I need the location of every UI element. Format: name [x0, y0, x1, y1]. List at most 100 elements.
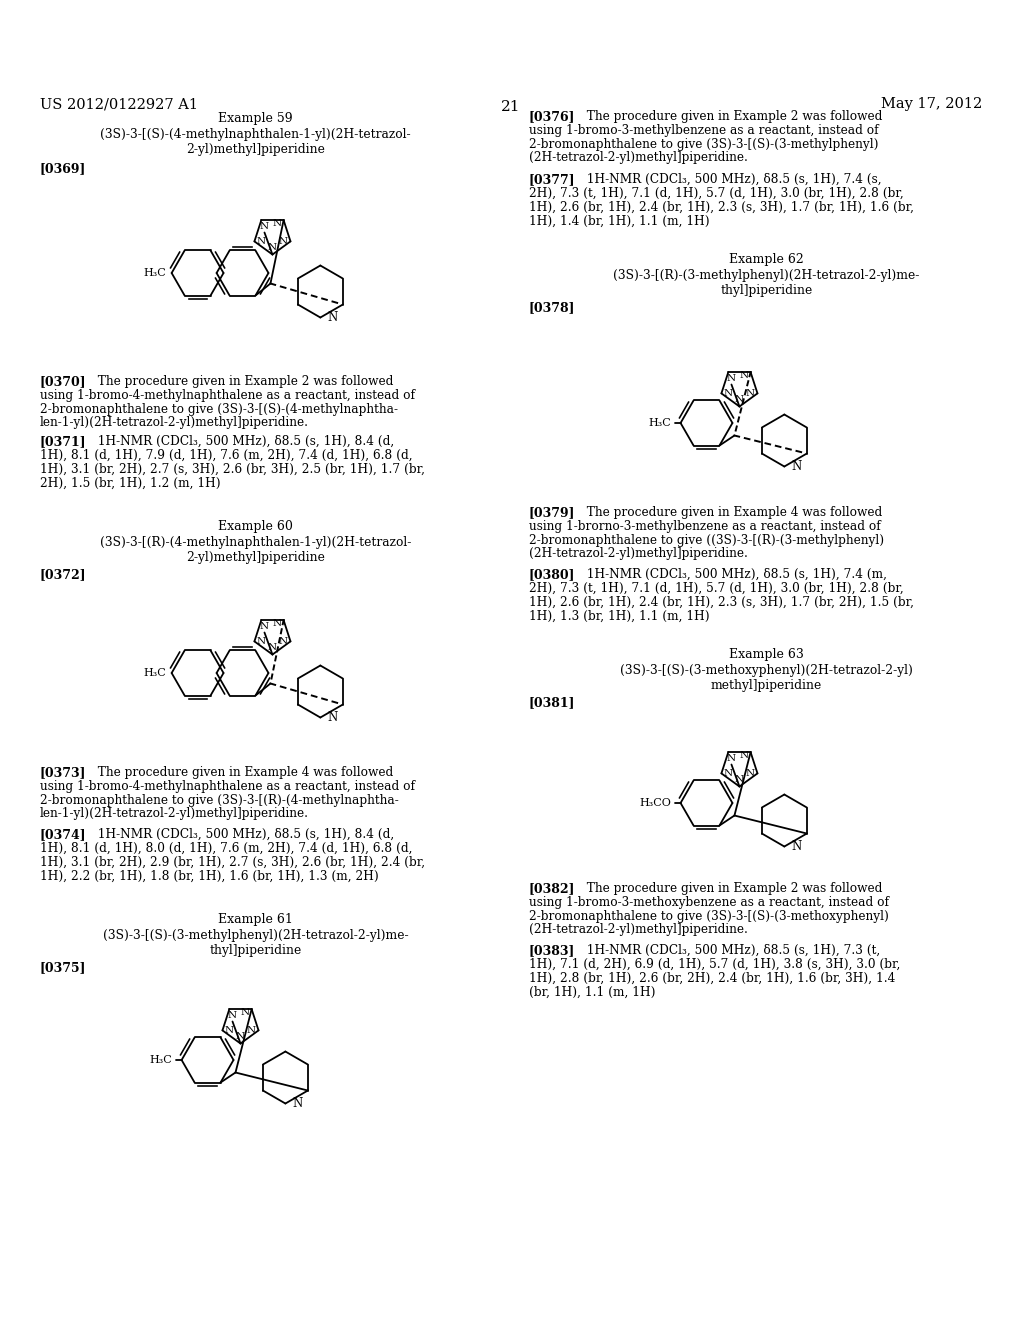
Text: (3S)-3-[(S)-(3-methoxyphenyl)(2H-tetrazol-2-yl): (3S)-3-[(S)-(3-methoxyphenyl)(2H-tetrazo…	[620, 664, 912, 677]
Text: N: N	[257, 236, 266, 246]
Text: N: N	[724, 768, 733, 777]
Text: using 1-bromo-4-methylnaphthalene as a reactant, instead of: using 1-bromo-4-methylnaphthalene as a r…	[40, 389, 415, 401]
Text: N: N	[739, 751, 749, 759]
Text: (3S)-3-[(R)-(3-methylphenyl)(2H-tetrazol-2-yl)me-: (3S)-3-[(R)-(3-methylphenyl)(2H-tetrazol…	[613, 269, 920, 282]
Text: The procedure given in Example 4 was followed: The procedure given in Example 4 was fol…	[579, 506, 882, 519]
Text: H₃C: H₃C	[649, 418, 672, 428]
Text: 2-bromonaphthalene to give ((3S)-3-[(R)-(3-methylphenyl): 2-bromonaphthalene to give ((3S)-3-[(R)-…	[528, 533, 884, 546]
Text: N: N	[272, 219, 282, 227]
Text: 2H), 1.5 (br, 1H), 1.2 (m, 1H): 2H), 1.5 (br, 1H), 1.2 (m, 1H)	[40, 477, 220, 490]
Text: 1H-NMR (CDCl₃, 500 MHz), δ8.5 (s, 1H), 7.4 (m,: 1H-NMR (CDCl₃, 500 MHz), δ8.5 (s, 1H), 7…	[579, 568, 887, 581]
Text: 1H), 2.6 (br, 1H), 2.4 (br, 1H), 2.3 (s, 3H), 1.7 (br, 1H), 1.6 (br,: 1H), 2.6 (br, 1H), 2.4 (br, 1H), 2.3 (s,…	[528, 201, 913, 214]
Text: N: N	[745, 768, 755, 777]
Text: N: N	[739, 371, 749, 380]
Text: 1H-NMR (CDCl₃, 500 MHz), δ8.5 (s, 1H), 8.4 (d,: 1H-NMR (CDCl₃, 500 MHz), δ8.5 (s, 1H), 8…	[90, 436, 394, 447]
Text: H₃CO: H₃CO	[640, 799, 672, 808]
Text: N: N	[735, 775, 744, 784]
Text: [0369]: [0369]	[40, 162, 86, 176]
Text: 2-bromonaphthalene to give (3S)-3-[(S)-(4-methylnaphtha-: 2-bromonaphthalene to give (3S)-3-[(S)-(…	[40, 403, 398, 416]
Text: N: N	[272, 619, 282, 627]
Text: N: N	[240, 1007, 249, 1016]
Text: using 1-brorno-3-methylbenzene as a reactant, instead of: using 1-brorno-3-methylbenzene as a reac…	[528, 520, 881, 533]
Text: The procedure given in Example 2 was followed: The procedure given in Example 2 was fol…	[579, 110, 882, 123]
Text: Example 60: Example 60	[218, 520, 293, 533]
Text: [0371]: [0371]	[40, 436, 87, 447]
Text: The procedure given in Example 2 was followed: The procedure given in Example 2 was fol…	[579, 882, 882, 895]
Text: [0374]: [0374]	[40, 828, 87, 841]
Text: 1H-NMR (CDCl₃, 500 MHz), δ8.5 (s, 1H), 8.4 (d,: 1H-NMR (CDCl₃, 500 MHz), δ8.5 (s, 1H), 8…	[90, 828, 394, 841]
Text: N: N	[328, 711, 338, 723]
Text: [0377]: [0377]	[528, 173, 575, 186]
Text: N: N	[727, 754, 736, 763]
Text: [0375]: [0375]	[40, 961, 86, 974]
Text: Example 59: Example 59	[218, 112, 293, 125]
Text: 1H), 2.8 (br, 1H), 2.6 (br, 2H), 2.4 (br, 1H), 1.6 (br, 3H), 1.4: 1H), 2.8 (br, 1H), 2.6 (br, 2H), 2.4 (br…	[528, 972, 895, 985]
Text: May 17, 2012: May 17, 2012	[881, 96, 982, 111]
Text: The procedure given in Example 2 was followed: The procedure given in Example 2 was fol…	[90, 375, 393, 388]
Text: using 1-bromo-3-methoxybenzene as a reactant, instead of: using 1-bromo-3-methoxybenzene as a reac…	[528, 896, 889, 908]
Text: [0383]: [0383]	[528, 944, 575, 957]
Text: N: N	[727, 374, 736, 383]
Text: [0382]: [0382]	[528, 882, 575, 895]
Text: (2H-tetrazol-2-yl)methyl]piperidine.: (2H-tetrazol-2-yl)methyl]piperidine.	[528, 152, 748, 165]
Text: thyl]piperidine: thyl]piperidine	[720, 284, 812, 297]
Text: [0378]: [0378]	[528, 301, 575, 314]
Text: N: N	[225, 1026, 234, 1035]
Text: 2-bromonaphthalene to give (3S)-3-[(R)-(4-methylnaphtha-: 2-bromonaphthalene to give (3S)-3-[(R)-(…	[40, 793, 398, 807]
Text: 1H), 1.3 (br, 1H), 1.1 (m, 1H): 1H), 1.3 (br, 1H), 1.1 (m, 1H)	[528, 610, 710, 623]
Text: [0372]: [0372]	[40, 568, 87, 581]
Text: (3S)-3-[(S)-(4-methylnaphthalen-1-yl)(2H-tetrazol-: (3S)-3-[(S)-(4-methylnaphthalen-1-yl)(2H…	[100, 128, 411, 141]
Text: US 2012/0122927 A1: US 2012/0122927 A1	[40, 96, 198, 111]
Text: 2H), 7.3 (t, 1H), 7.1 (d, 1H), 5.7 (d, 1H), 3.0 (br, 1H), 2.8 (br,: 2H), 7.3 (t, 1H), 7.1 (d, 1H), 5.7 (d, 1…	[528, 582, 903, 595]
Text: N: N	[228, 1011, 238, 1019]
Text: N: N	[735, 395, 744, 404]
Text: len-1-yl)(2H-tetrazol-2-yl)methyl]piperidine.: len-1-yl)(2H-tetrazol-2-yl)methyl]piperi…	[40, 416, 309, 429]
Text: N: N	[268, 243, 278, 252]
Text: N: N	[792, 840, 802, 853]
Text: 1H), 3.1 (br, 2H), 2.9 (br, 1H), 2.7 (s, 3H), 2.6 (br, 1H), 2.4 (br,: 1H), 3.1 (br, 2H), 2.9 (br, 1H), 2.7 (s,…	[40, 855, 425, 869]
Text: 1H), 7.1 (d, 2H), 6.9 (d, 1H), 5.7 (d, 1H), 3.8 (s, 3H), 3.0 (br,: 1H), 7.1 (d, 2H), 6.9 (d, 1H), 5.7 (d, 1…	[528, 958, 900, 970]
Text: N: N	[328, 312, 338, 323]
Text: 1H), 8.1 (d, 1H), 8.0 (d, 1H), 7.6 (m, 2H), 7.4 (d, 1H), 6.8 (d,: 1H), 8.1 (d, 1H), 8.0 (d, 1H), 7.6 (m, 2…	[40, 842, 413, 855]
Text: using 1-bromo-3-methylbenzene as a reactant, instead of: using 1-bromo-3-methylbenzene as a react…	[528, 124, 879, 137]
Text: [0381]: [0381]	[528, 696, 575, 709]
Text: H₃C: H₃C	[144, 268, 167, 279]
Text: 1H), 2.6 (br, 1H), 2.4 (br, 1H), 2.3 (s, 3H), 1.7 (br, 2H), 1.5 (br,: 1H), 2.6 (br, 1H), 2.4 (br, 1H), 2.3 (s,…	[528, 595, 913, 609]
Text: N: N	[236, 1032, 245, 1041]
Text: N: N	[293, 1097, 303, 1110]
Text: N: N	[268, 643, 278, 652]
Text: [0380]: [0380]	[528, 568, 575, 581]
Text: N: N	[279, 636, 288, 645]
Text: (3S)-3-[(R)-(4-methylnaphthalen-1-yl)(2H-tetrazol-: (3S)-3-[(R)-(4-methylnaphthalen-1-yl)(2H…	[99, 536, 412, 549]
Text: 1H), 2.2 (br, 1H), 1.8 (br, 1H), 1.6 (br, 1H), 1.3 (m, 2H): 1H), 2.2 (br, 1H), 1.8 (br, 1H), 1.6 (br…	[40, 870, 379, 882]
Text: [0379]: [0379]	[528, 506, 575, 519]
Text: N: N	[745, 389, 755, 397]
Text: (br, 1H), 1.1 (m, 1H): (br, 1H), 1.1 (m, 1H)	[528, 986, 655, 998]
Text: N: N	[247, 1026, 256, 1035]
Text: 2H), 7.3 (t, 1H), 7.1 (d, 1H), 5.7 (d, 1H), 3.0 (br, 1H), 2.8 (br,: 2H), 7.3 (t, 1H), 7.1 (d, 1H), 5.7 (d, 1…	[528, 187, 903, 199]
Text: len-1-yl)(2H-tetrazol-2-yl)methyl]piperidine.: len-1-yl)(2H-tetrazol-2-yl)methyl]piperi…	[40, 808, 309, 821]
Text: 2-yl)methyl]piperidine: 2-yl)methyl]piperidine	[186, 550, 325, 564]
Text: N: N	[260, 222, 269, 231]
Text: N: N	[724, 389, 733, 397]
Text: 21: 21	[501, 100, 520, 114]
Text: 1H), 1.4 (br, 1H), 1.1 (m, 1H): 1H), 1.4 (br, 1H), 1.1 (m, 1H)	[528, 214, 710, 227]
Text: methyl]piperidine: methyl]piperidine	[711, 678, 822, 692]
Text: (2H-tetrazol-2-yl)methyl]piperidine.: (2H-tetrazol-2-yl)methyl]piperidine.	[528, 548, 748, 561]
Text: [0376]: [0376]	[528, 110, 575, 123]
Text: 2-bromonaphthalene to give (3S)-3-[(S)-(3-methoxyphenyl): 2-bromonaphthalene to give (3S)-3-[(S)-(…	[528, 909, 889, 923]
Text: Example 62: Example 62	[729, 253, 804, 267]
Text: 2-yl)methyl]piperidine: 2-yl)methyl]piperidine	[186, 143, 325, 156]
Text: H₃C: H₃C	[144, 668, 167, 678]
Text: Example 63: Example 63	[729, 648, 804, 661]
Text: [0373]: [0373]	[40, 766, 86, 779]
Text: 2-bromonaphthalene to give (3S)-3-[(S)-(3-methylphenyl): 2-bromonaphthalene to give (3S)-3-[(S)-(…	[528, 137, 879, 150]
Text: N: N	[260, 622, 269, 631]
Text: 1H-NMR (CDCl₃, 500 MHz), δ8.5 (s, 1H), 7.3 (t,: 1H-NMR (CDCl₃, 500 MHz), δ8.5 (s, 1H), 7…	[579, 944, 880, 957]
Text: thyl]piperidine: thyl]piperidine	[209, 944, 302, 957]
Text: N: N	[792, 459, 802, 473]
Text: [0370]: [0370]	[40, 375, 87, 388]
Text: H₃C: H₃C	[150, 1055, 173, 1065]
Text: N: N	[279, 236, 288, 246]
Text: (2H-tetrazol-2-yl)methyl]piperidine.: (2H-tetrazol-2-yl)methyl]piperidine.	[528, 924, 748, 936]
